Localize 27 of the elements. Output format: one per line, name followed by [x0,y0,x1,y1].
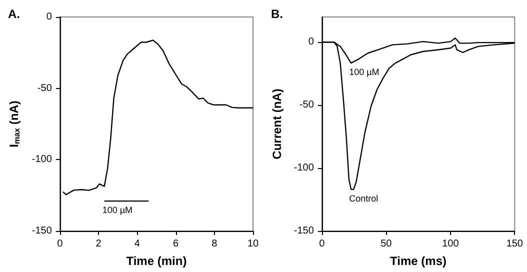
x-tick-label: 0 [319,238,326,250]
y-tick-label: 0 [308,36,314,48]
y-tick-label: -100 [32,154,52,166]
y-tick-label: -150 [32,226,52,236]
y-tick-label: -50 [37,82,52,94]
y-tick-label: -100 [294,162,314,174]
x-tick-label: 10 [247,238,259,250]
series-label: 100 µM [349,67,380,78]
series-label: 100 µM [102,205,133,216]
x-tick-label: 0 [57,238,64,250]
x-tick-label: 50 [380,238,392,250]
y-tick-label: -50 [299,100,314,111]
y-tick-label: 0 [46,12,52,22]
x-tick-label: 2 [96,238,102,250]
series-label: Control [349,193,378,204]
x-tick-label: 6 [172,238,179,250]
x-tick-label: 100 [442,238,460,250]
y-axis-title: Imax (nA) [7,100,22,148]
x-tick-label: 4 [134,238,140,250]
x-axis-title: Time (min) [126,254,187,268]
y-tick-label: -150 [294,226,314,236]
y-axis-title: Current (nA) [270,88,284,160]
chart-title: B. [271,7,283,21]
x-axis-title: Time (ms) [390,254,447,268]
x-tick-label: 8 [212,238,218,250]
chart-title: A. [8,7,20,21]
x-tick-label: 150 [506,238,524,250]
